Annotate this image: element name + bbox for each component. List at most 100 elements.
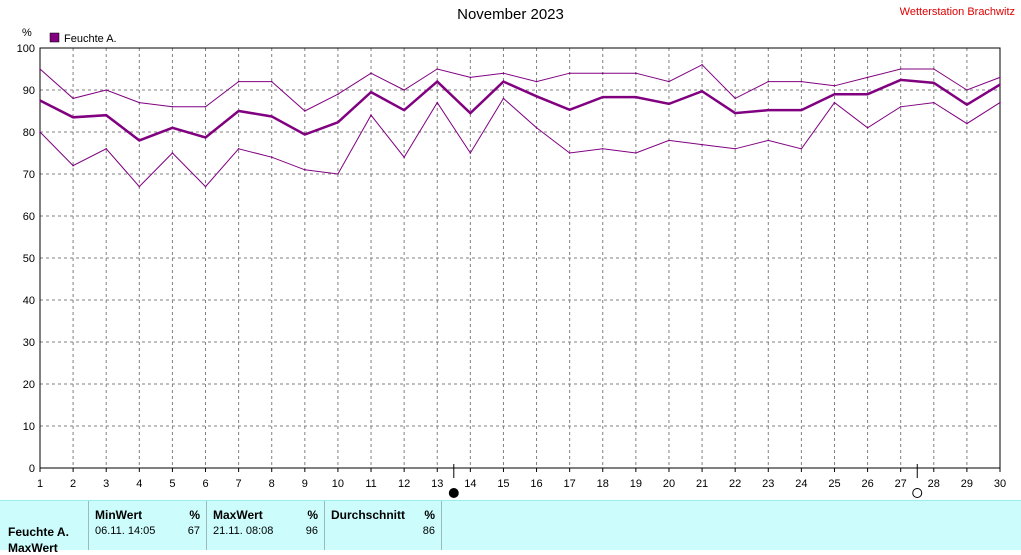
data-point-min	[171, 152, 174, 154]
data-point-avg	[899, 79, 902, 81]
data-point-max	[601, 72, 604, 74]
data-point-max	[734, 97, 736, 100]
x-tick-label: 20	[663, 478, 675, 490]
chart-legend: Feuchte A.	[49, 32, 117, 45]
data-point-avg	[204, 136, 207, 139]
max-row: 21.11. 08:08 96	[213, 525, 318, 537]
data-point-max	[469, 76, 472, 79]
stats-min-cell: MinWert % 06.11. 14:05 67	[89, 501, 207, 550]
avg-unit: %	[424, 508, 435, 522]
data-point-avg	[337, 121, 339, 124]
chart-series	[39, 64, 1001, 188]
stats-row-label-cell: Feuchte A. MaxWert	[0, 501, 89, 555]
x-tick-label: 7	[236, 478, 242, 490]
stats-row-label-2: MaxWert	[8, 541, 58, 555]
data-point-max	[502, 72, 505, 74]
x-tick-label: 29	[961, 478, 973, 490]
data-point-avg	[270, 115, 273, 118]
data-point-avg	[568, 108, 571, 111]
data-point-avg	[436, 80, 439, 83]
data-point-avg	[502, 80, 505, 83]
moon-new-icon	[448, 488, 459, 498]
data-point-avg	[999, 83, 1001, 86]
data-point-max	[767, 80, 770, 83]
stats-panel: Feuchte A. MaxWert MinWert % 06.11. 14:0…	[0, 500, 1021, 555]
x-tick-label: 18	[597, 478, 609, 490]
legend-swatch	[49, 32, 60, 43]
x-tick-label: 3	[103, 478, 109, 490]
x-tick-label: 22	[729, 478, 741, 490]
data-point-max	[105, 89, 108, 91]
data-point-max	[932, 68, 935, 70]
data-point-avg	[171, 127, 174, 129]
data-point-min	[237, 148, 240, 150]
data-point-max	[999, 76, 1001, 79]
min-unit: %	[189, 508, 200, 522]
stats-row-label: Feuchte A.	[8, 525, 69, 539]
y-tick-label: 100	[17, 43, 35, 55]
data-point-min	[767, 139, 770, 142]
data-point-max	[237, 80, 240, 83]
data-point-min	[337, 173, 339, 175]
data-point-avg	[800, 109, 803, 111]
moon-full-icon	[912, 488, 923, 498]
x-tick-label: 5	[169, 478, 175, 490]
data-point-max	[833, 85, 836, 87]
data-point-min	[204, 185, 207, 188]
data-point-max	[635, 72, 637, 74]
y-tick-label: 40	[23, 295, 35, 307]
series-line-avg	[39, 78, 1001, 142]
data-point-avg	[138, 139, 141, 142]
moon-phase-markers	[448, 464, 923, 498]
data-point-min	[469, 152, 472, 154]
x-tick-label: 17	[564, 478, 576, 490]
data-point-avg	[635, 96, 637, 98]
x-tick-label: 9	[302, 478, 308, 490]
legend-label: Feuchte A.	[64, 33, 117, 45]
data-point-avg	[668, 103, 670, 105]
data-point-min	[800, 148, 803, 150]
x-tick-label: 8	[269, 478, 275, 490]
x-tick-label: 24	[795, 478, 807, 490]
data-point-avg	[932, 82, 935, 84]
x-tick-label: 21	[696, 478, 708, 490]
x-tick-label: 6	[202, 478, 208, 490]
data-point-max	[39, 68, 41, 70]
data-point-max	[370, 72, 372, 74]
data-point-min	[270, 156, 273, 158]
avg-value: 86	[422, 525, 435, 537]
min-value: 67	[187, 525, 200, 537]
min-header: MinWert	[95, 508, 143, 522]
data-point-max	[304, 110, 306, 112]
min-time: 14:05	[127, 525, 156, 537]
y-tick-label: 30	[23, 337, 35, 349]
data-point-avg	[403, 109, 405, 111]
data-point-min	[601, 148, 604, 150]
data-point-max	[436, 68, 439, 70]
data-point-min	[370, 114, 372, 116]
data-point-avg	[966, 103, 968, 106]
data-point-max	[72, 97, 74, 100]
station-name: Wetterstation Brachwitz	[899, 6, 1015, 18]
y-tick-label: 60	[23, 211, 35, 223]
x-tick-label: 30	[994, 478, 1006, 490]
data-point-avg	[105, 114, 108, 116]
series-line-min	[39, 97, 1001, 188]
data-point-min	[701, 143, 703, 146]
data-point-min	[668, 139, 670, 142]
min-date: 06.11.	[95, 525, 125, 537]
data-point-max	[270, 80, 273, 83]
data-point-avg	[72, 116, 74, 119]
data-point-avg	[469, 112, 472, 114]
data-point-min	[105, 148, 108, 150]
max-header: MaxWert	[213, 508, 263, 522]
data-point-min	[502, 97, 505, 100]
plot-frame	[39, 47, 1001, 469]
data-point-avg	[701, 90, 703, 93]
x-tick-label: 12	[398, 478, 410, 490]
data-point-max	[866, 76, 869, 79]
data-point-avg	[866, 93, 869, 95]
x-tick-label: 14	[464, 478, 476, 490]
